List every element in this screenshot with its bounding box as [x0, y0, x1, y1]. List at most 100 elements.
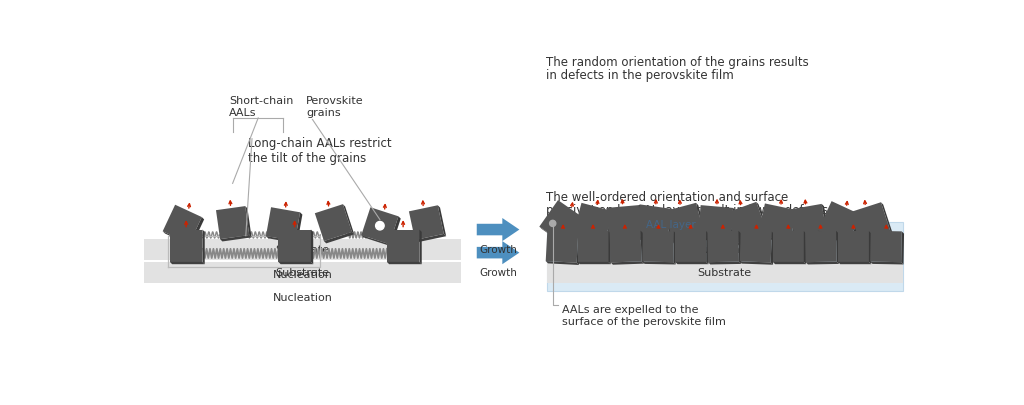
Text: Nucleation: Nucleation [272, 293, 333, 303]
Polygon shape [708, 262, 741, 264]
Polygon shape [738, 231, 741, 264]
Polygon shape [540, 226, 568, 247]
Polygon shape [203, 230, 205, 264]
Circle shape [550, 220, 556, 226]
Polygon shape [170, 262, 205, 264]
Text: Substrate: Substrate [697, 268, 752, 278]
Polygon shape [245, 206, 252, 237]
Polygon shape [739, 230, 772, 262]
Polygon shape [756, 202, 770, 234]
Polygon shape [170, 230, 203, 262]
Polygon shape [477, 241, 519, 264]
Text: Substrate: Substrate [697, 245, 752, 255]
Polygon shape [790, 210, 799, 244]
Polygon shape [818, 230, 850, 246]
Polygon shape [604, 211, 615, 245]
Text: AALs are expelled to the: AALs are expelled to the [562, 305, 698, 315]
Polygon shape [836, 231, 839, 264]
Polygon shape [736, 232, 770, 246]
Polygon shape [881, 202, 893, 235]
Text: Short-chain: Short-chain [228, 96, 293, 107]
Polygon shape [796, 236, 829, 244]
Text: Long-chain AALs restrict
the tilt of the grains: Long-chain AALs restrict the tilt of the… [248, 137, 392, 165]
Polygon shape [361, 235, 391, 247]
Polygon shape [818, 201, 861, 244]
Text: The well-ordered orientation and surface: The well-ordered orientation and surface [547, 191, 788, 204]
Polygon shape [869, 231, 871, 264]
Polygon shape [546, 230, 579, 263]
Polygon shape [437, 205, 446, 236]
Polygon shape [573, 234, 607, 245]
Bar [143, 262, 461, 284]
Polygon shape [279, 262, 313, 264]
Polygon shape [726, 202, 767, 243]
Polygon shape [314, 204, 352, 241]
Polygon shape [642, 262, 676, 264]
Polygon shape [220, 235, 252, 241]
Polygon shape [806, 262, 839, 264]
Circle shape [376, 222, 384, 230]
Polygon shape [540, 200, 585, 245]
Polygon shape [266, 207, 300, 241]
Bar [143, 239, 461, 260]
Polygon shape [609, 237, 644, 243]
Polygon shape [163, 231, 191, 246]
Polygon shape [387, 230, 420, 262]
Polygon shape [279, 230, 311, 262]
Polygon shape [668, 209, 674, 243]
Polygon shape [343, 204, 354, 234]
Polygon shape [415, 234, 446, 242]
Polygon shape [409, 205, 443, 240]
Text: Growth: Growth [479, 268, 517, 278]
Polygon shape [708, 231, 739, 262]
Polygon shape [901, 231, 904, 264]
Text: Perovskite: Perovskite [306, 96, 364, 107]
Polygon shape [609, 230, 642, 262]
Polygon shape [665, 203, 705, 243]
Polygon shape [697, 205, 733, 240]
Polygon shape [420, 230, 422, 264]
Polygon shape [546, 261, 579, 265]
Polygon shape [635, 237, 670, 243]
Polygon shape [477, 218, 519, 241]
Polygon shape [870, 231, 902, 262]
Polygon shape [850, 202, 891, 243]
Polygon shape [610, 261, 644, 265]
Text: grains: grains [306, 108, 341, 118]
Polygon shape [707, 231, 709, 264]
Polygon shape [805, 231, 837, 262]
Polygon shape [773, 231, 804, 262]
Text: passivation by AAL layer result in fewer defects: passivation by AAL layer result in fewer… [547, 204, 828, 217]
Polygon shape [635, 205, 672, 241]
Polygon shape [739, 261, 773, 265]
Polygon shape [573, 203, 613, 243]
Polygon shape [566, 219, 587, 247]
Polygon shape [216, 206, 249, 239]
Polygon shape [163, 205, 202, 243]
Polygon shape [838, 262, 871, 264]
Polygon shape [266, 236, 297, 243]
Text: Growth: Growth [479, 245, 517, 255]
Polygon shape [771, 232, 774, 265]
Polygon shape [838, 231, 869, 262]
Polygon shape [675, 231, 707, 262]
Polygon shape [387, 262, 422, 264]
Bar [547, 262, 903, 284]
Bar [547, 222, 903, 291]
Polygon shape [606, 205, 642, 240]
Text: surface of the perovskite film: surface of the perovskite film [562, 317, 726, 326]
Polygon shape [804, 231, 806, 264]
Polygon shape [730, 208, 735, 243]
Text: Nucleation: Nucleation [272, 270, 333, 279]
Polygon shape [577, 232, 581, 265]
Polygon shape [361, 207, 398, 244]
Polygon shape [311, 230, 313, 264]
Polygon shape [578, 231, 608, 262]
Polygon shape [295, 212, 302, 243]
Polygon shape [758, 235, 793, 244]
Text: in defects in the perovskite film: in defects in the perovskite film [547, 69, 734, 82]
Polygon shape [640, 230, 644, 264]
Polygon shape [608, 231, 611, 264]
Text: AAL layer: AAL layer [645, 220, 695, 230]
Polygon shape [675, 262, 709, 264]
